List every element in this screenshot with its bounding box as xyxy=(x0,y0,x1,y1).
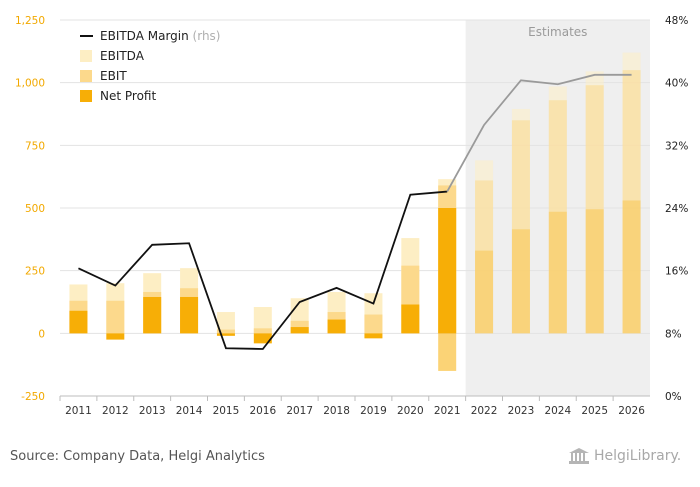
bar-net-profit xyxy=(548,211,567,334)
x-tick-label: 2013 xyxy=(139,405,166,417)
bar-ebitda xyxy=(253,307,272,334)
legend-label-ebitda: EBITDA xyxy=(100,49,145,63)
helgi-library-logo: HelgiLibrary. xyxy=(568,447,681,465)
x-tick-label: 2019 xyxy=(360,405,387,417)
x-tick-label: 2017 xyxy=(286,405,313,417)
y-tick-label: 0 xyxy=(38,328,45,340)
y2-tick-label: 40% xyxy=(665,78,688,90)
bar-net-profit xyxy=(438,208,457,334)
x-tick-label: 2020 xyxy=(397,405,424,417)
y-tick-label: 1,000 xyxy=(15,78,45,90)
y2-tick-label: 0% xyxy=(665,391,682,403)
bar-net-profit xyxy=(475,250,494,334)
x-tick-label: 2023 xyxy=(508,405,535,417)
bar-ebit xyxy=(106,300,125,334)
estimates-label: Estimates xyxy=(528,25,587,39)
y2-tick-label: 48% xyxy=(665,15,688,27)
y-tick-label: 250 xyxy=(25,266,45,278)
x-tick-label: 2015 xyxy=(213,405,240,417)
y2-tick-label: 8% xyxy=(665,328,682,340)
bar-net-profit xyxy=(585,209,604,334)
x-tick-label: 2024 xyxy=(544,405,571,417)
x-tick-label: 2011 xyxy=(65,405,92,417)
bar-ebit xyxy=(585,85,604,334)
legend-label-rhs: (rhs) xyxy=(193,29,221,43)
x-tick-label: 2016 xyxy=(249,405,276,417)
bar-net-profit xyxy=(511,229,530,334)
bar-net-profit xyxy=(327,319,346,334)
bar-net-profit xyxy=(622,200,641,334)
bar-net-profit-negative xyxy=(216,333,235,336)
y2-tick-label: 24% xyxy=(665,203,688,215)
y-tick-label: 1,250 xyxy=(15,15,45,27)
y-tick-label: -250 xyxy=(21,391,45,403)
bar-net-profit xyxy=(401,304,420,334)
x-tick-label: 2026 xyxy=(618,405,645,417)
bar-ebitda xyxy=(216,312,235,334)
x-tick-label: 2018 xyxy=(323,405,350,417)
bar-net-profit-negative xyxy=(438,333,457,371)
bar-net-profit xyxy=(290,327,309,334)
x-tick-label: 2022 xyxy=(471,405,498,417)
bar-net-profit xyxy=(143,296,162,334)
line-ebitda-margin-estimate xyxy=(446,73,632,192)
x-tick-label: 2025 xyxy=(581,405,608,417)
library-building-icon xyxy=(569,448,589,464)
bar-ebit xyxy=(622,70,641,334)
y2-tick-label: 32% xyxy=(665,140,688,152)
x-tick-label: 2021 xyxy=(434,405,461,417)
legend-label-ebitda-margin: EBITDA Margin (rhs) xyxy=(100,29,221,43)
bar-net-profit-negative xyxy=(106,333,125,340)
legend-label-ebit: EBIT xyxy=(100,69,127,83)
bar-ebit xyxy=(253,328,272,334)
bar-net-profit-negative xyxy=(364,333,383,339)
logo-text: HelgiLibrary. xyxy=(594,448,682,464)
bar-ebit xyxy=(475,180,494,334)
bar-ebit xyxy=(511,120,530,334)
legend-swatch-net-profit xyxy=(80,90,92,102)
y-tick-label: 750 xyxy=(25,140,45,152)
x-tick-label: 2014 xyxy=(176,405,203,417)
source-note: Source: Company Data, Helgi Analytics xyxy=(10,449,265,464)
bar-net-profit xyxy=(180,296,199,334)
bar-ebit xyxy=(216,329,235,334)
legend-swatch-ebitda xyxy=(80,50,92,62)
y2-tick-label: 16% xyxy=(665,266,688,278)
line-ebitda-margin xyxy=(78,190,448,350)
x-tick-label: 2012 xyxy=(102,405,129,417)
legend-label-net-profit: Net Profit xyxy=(100,89,156,103)
bar-ebit xyxy=(548,100,567,334)
legend-swatch-ebit xyxy=(80,70,92,82)
bar-net-profit-negative xyxy=(253,333,272,344)
y-tick-label: 500 xyxy=(25,203,45,215)
bar-ebit xyxy=(364,314,383,334)
bar-net-profit xyxy=(69,310,88,334)
